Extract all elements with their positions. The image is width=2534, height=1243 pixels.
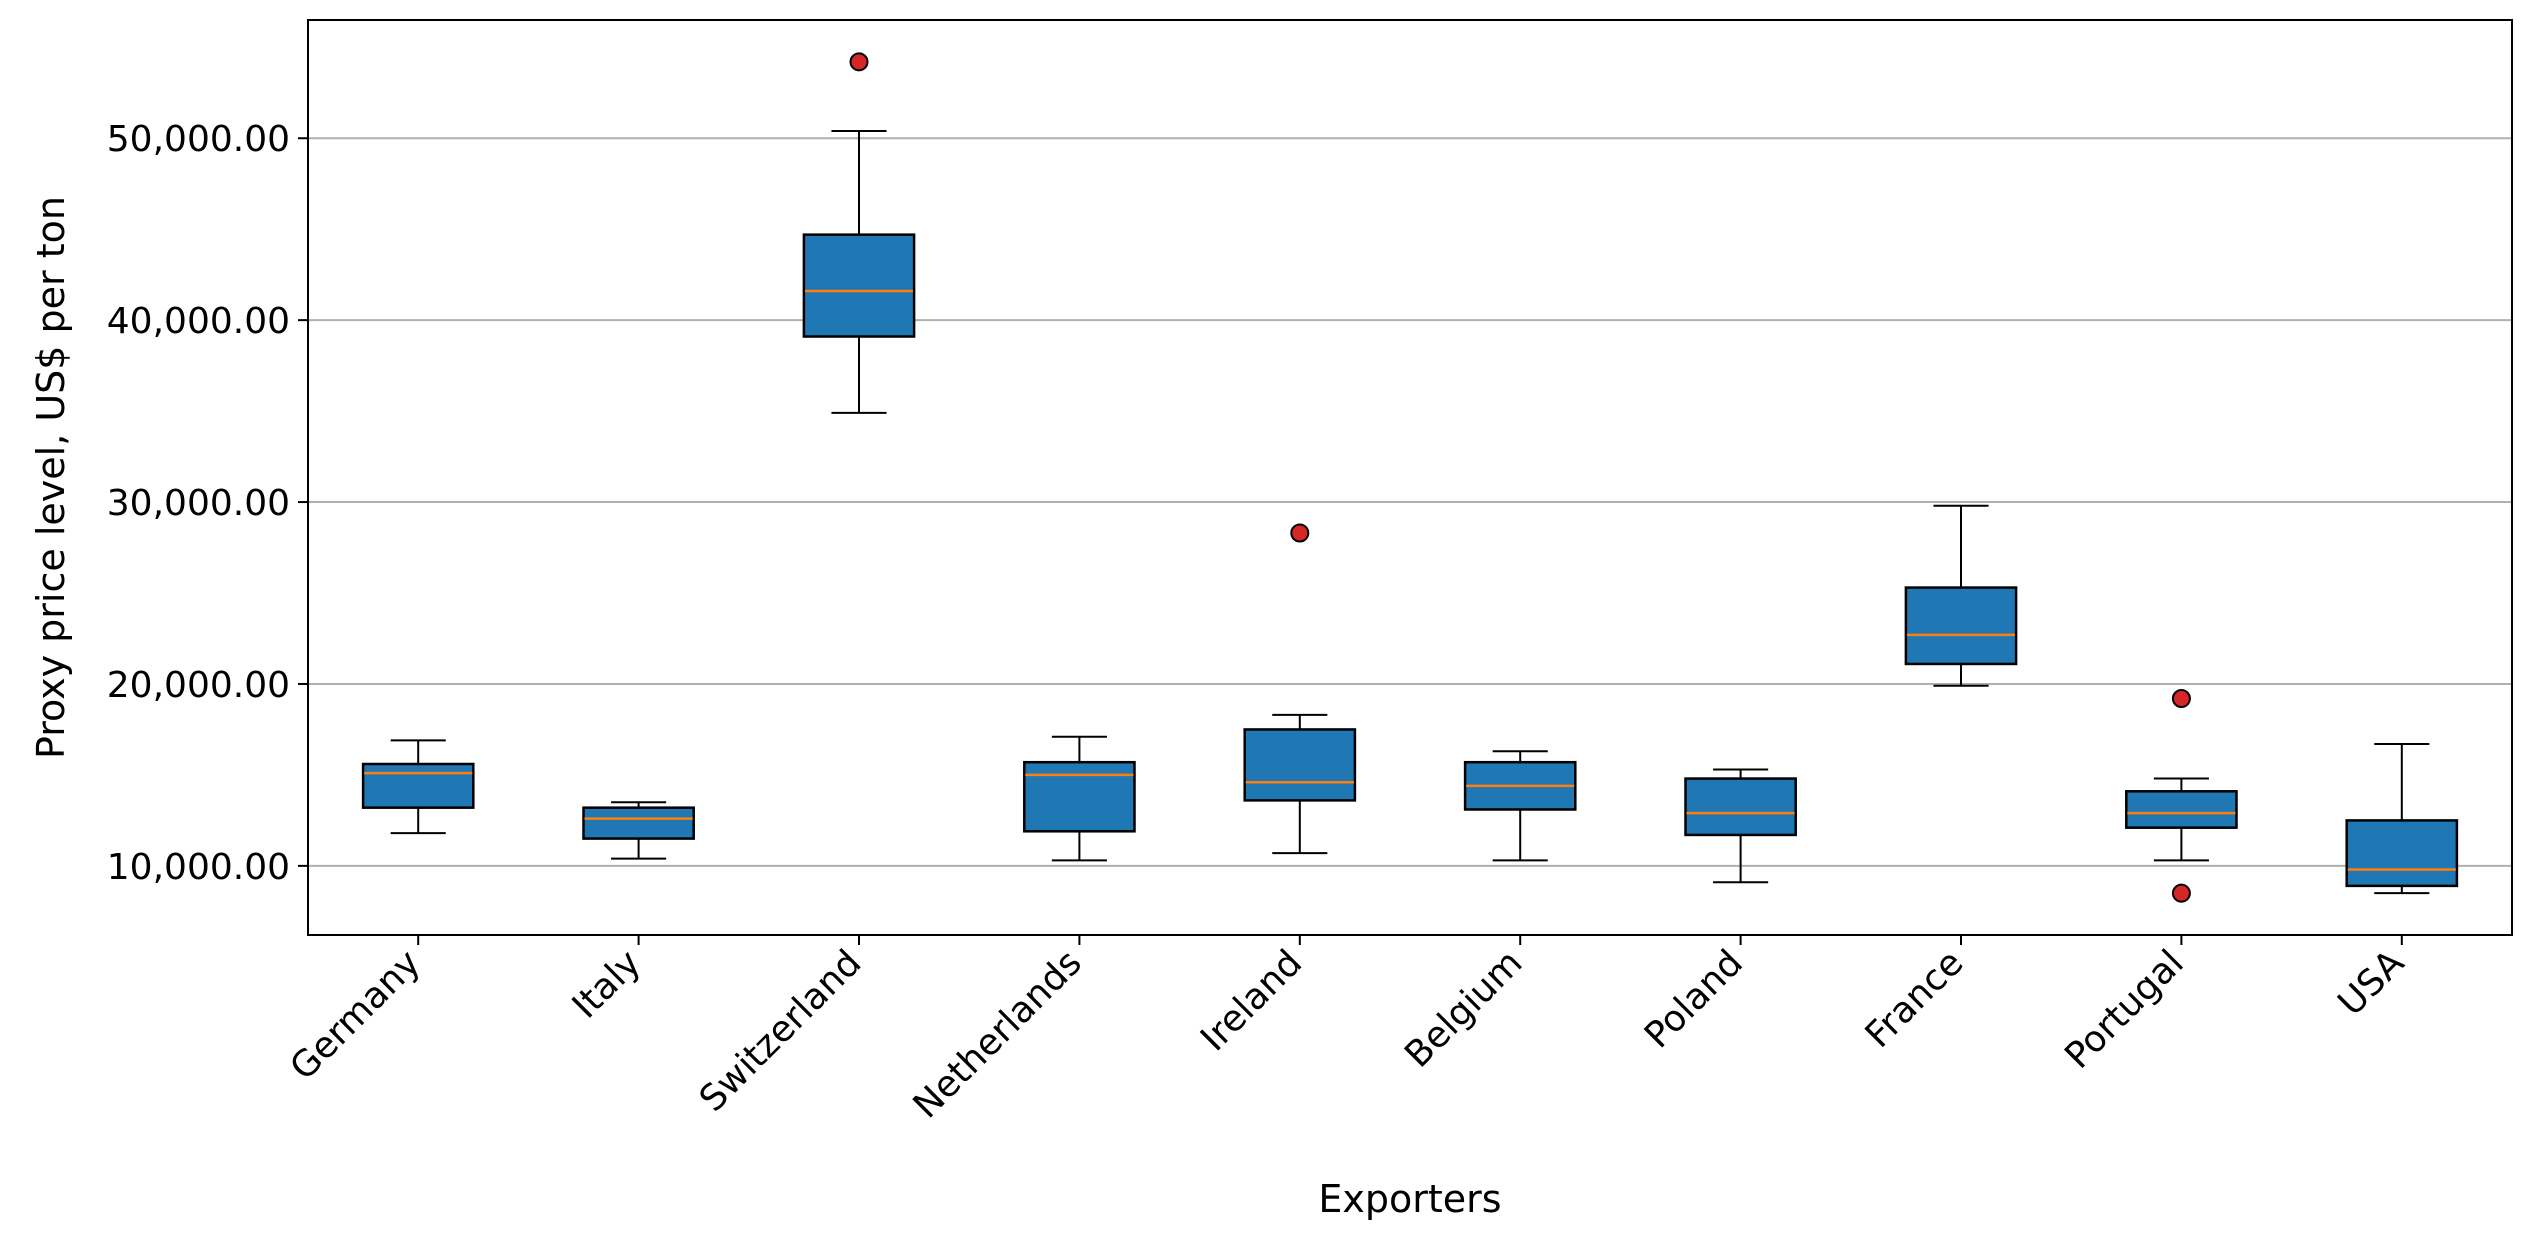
box-group	[1463, 750, 1577, 862]
iqr-box	[1684, 777, 1797, 837]
iqr-box	[361, 762, 475, 809]
box-group	[361, 739, 475, 835]
box-group	[2345, 742, 2459, 895]
box-group	[1684, 768, 1797, 884]
iqr-box	[802, 233, 916, 338]
box-group	[1023, 735, 1136, 862]
y-tick-label: 30,000.00	[107, 483, 290, 524]
iqr-box	[582, 806, 695, 840]
iqr-box	[1023, 760, 1136, 833]
box-group	[582, 801, 695, 860]
box-group	[802, 52, 916, 414]
box-group	[2125, 689, 2238, 903]
box-series	[361, 52, 2459, 903]
y-gridlines	[308, 137, 2512, 867]
y-tick-label: 50,000.00	[107, 119, 290, 160]
outlier-point	[849, 52, 869, 72]
x-axis-title: Exporters	[1318, 1177, 1501, 1221]
y-axis: 10,000.00 20,000.00 30,000.00 40,000.00 50,0…	[107, 119, 308, 888]
outlier-point	[1290, 523, 1310, 543]
outlier-point	[2171, 883, 2191, 903]
plot-frame	[307, 19, 2513, 936]
iqr-box	[1904, 586, 2018, 666]
outlier-point	[2171, 689, 2191, 709]
box-group	[1243, 523, 1357, 855]
iqr-box	[2125, 790, 2238, 829]
y-tick-label: 10,000.00	[107, 847, 290, 888]
y-tick-label: 40,000.00	[107, 301, 290, 342]
y-tick-label: 20,000.00	[107, 665, 290, 706]
box-group	[1904, 504, 2018, 687]
y-axis-title: Proxy price level, US$ per ton	[29, 196, 73, 759]
iqr-box	[1243, 728, 1357, 802]
iqr-box	[2345, 819, 2459, 888]
